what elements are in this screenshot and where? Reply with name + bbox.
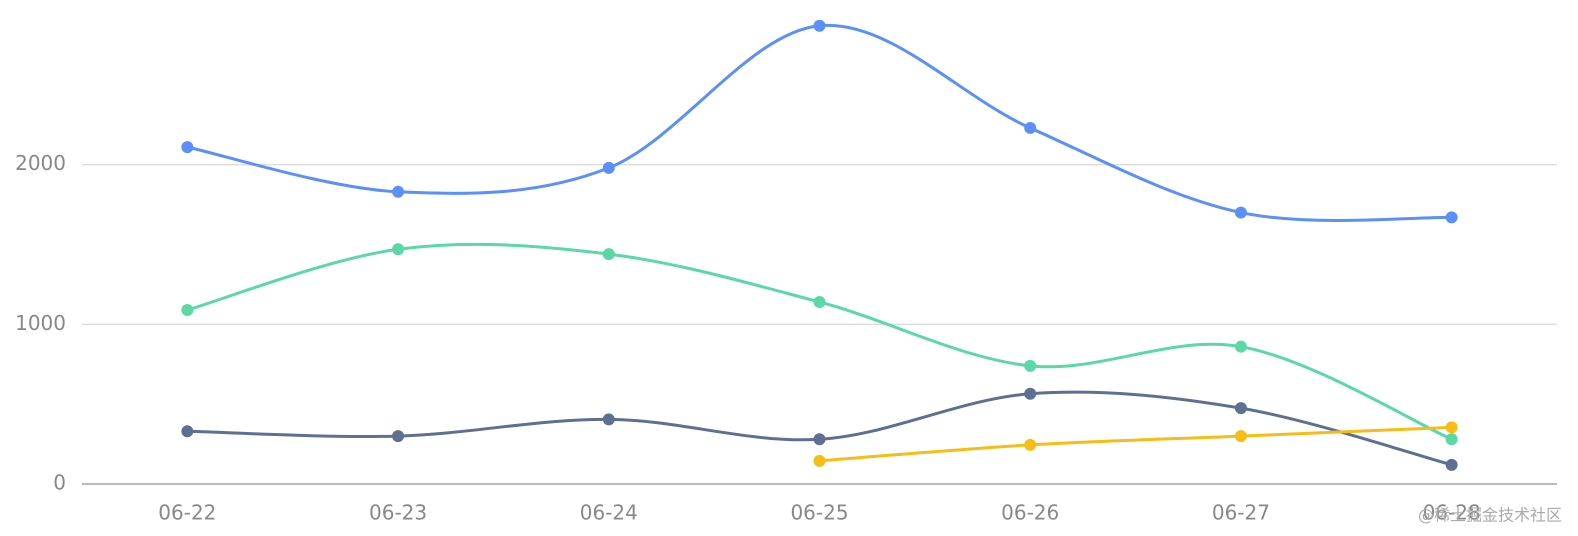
x-tick-label: 06-23 [369, 501, 427, 525]
data-point [1024, 387, 1037, 400]
data-point [1234, 340, 1247, 353]
data-point [1234, 430, 1247, 443]
data-point [813, 295, 826, 308]
data-point [602, 161, 615, 174]
data-point [1445, 433, 1458, 446]
data-point [1234, 206, 1247, 219]
data-point [181, 141, 194, 154]
watermark: @稀土掘金技术社区 [1418, 506, 1562, 525]
series-line [187, 23, 1452, 222]
data-point [1024, 359, 1037, 372]
data-point [602, 413, 615, 426]
data-point [1445, 458, 1458, 471]
y-tick-label: 0 [53, 471, 66, 495]
data-point [813, 433, 826, 446]
y-tick-label: 2000 [15, 151, 66, 175]
x-tick-label: 06-22 [158, 501, 216, 525]
data-point [392, 430, 405, 443]
data-point [1024, 121, 1037, 134]
data-point [1024, 438, 1037, 451]
data-point [181, 425, 194, 438]
series-line [187, 390, 1453, 467]
data-point [1445, 211, 1458, 224]
series-line [186, 242, 1453, 441]
data-point [1445, 421, 1458, 434]
data-point [813, 454, 826, 467]
x-tick-label: 06-27 [1212, 501, 1270, 525]
data-point [181, 303, 194, 316]
data-point [602, 248, 615, 261]
y-tick-label: 1000 [15, 311, 66, 335]
x-tick-label: 06-26 [1001, 501, 1059, 525]
data-point [392, 185, 405, 198]
x-tick-label: 06-25 [790, 501, 848, 525]
data-point [392, 243, 405, 256]
data-point [1234, 402, 1247, 415]
data-point [813, 19, 826, 32]
x-tick-label: 06-24 [580, 501, 638, 525]
x-tick-label: 06-28 [1423, 501, 1481, 525]
series-line [819, 425, 1452, 463]
